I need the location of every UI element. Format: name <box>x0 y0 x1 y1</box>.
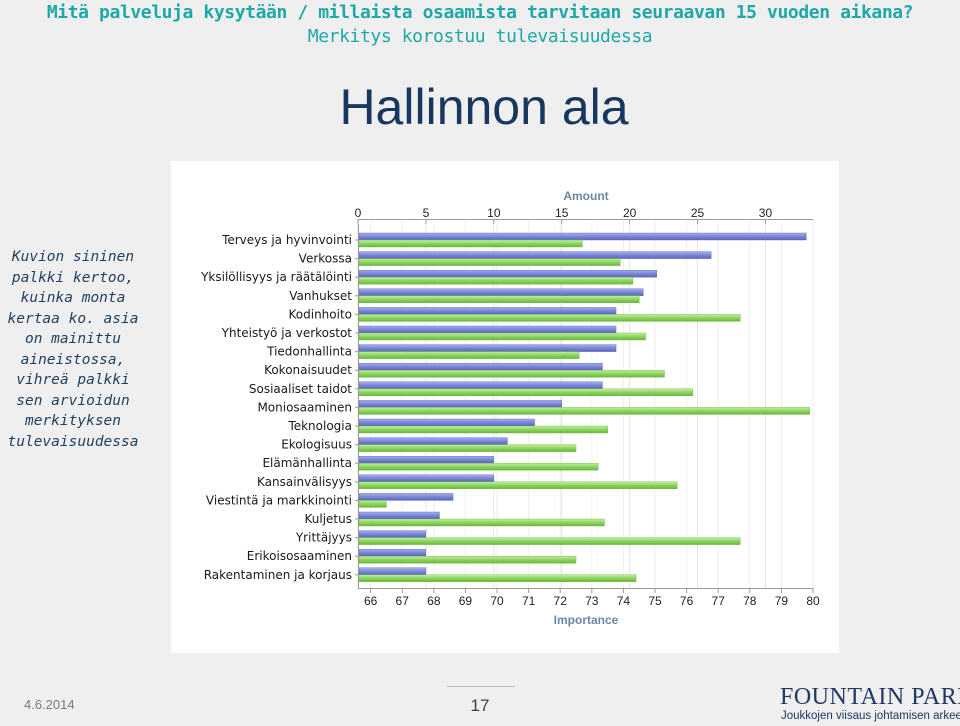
logo-name: FOUNTAIN PARK <box>780 684 960 710</box>
importance-bar <box>358 537 741 545</box>
bottom-axis-tick-label: 68 <box>427 594 441 608</box>
top-axis-tick-label: 25 <box>691 206 705 220</box>
chart-bars <box>358 232 811 582</box>
category-label: Erikoisosaaminen <box>247 549 352 563</box>
category-label: Yhteistyö ja verkostot <box>221 326 353 340</box>
bottom-axis-tick-label: 72 <box>554 594 568 608</box>
category-label: Viestintä ja markkinointi <box>206 493 352 507</box>
page-number: 17 <box>470 696 490 715</box>
page-number-divider <box>447 686 515 687</box>
bottom-axis-tick-label: 79 <box>775 594 789 608</box>
top-axis-tick-label: 5 <box>423 206 430 220</box>
category-label: Vanhukset <box>289 289 352 303</box>
amount-bar <box>358 232 807 241</box>
top-axis-title: Amount <box>563 189 608 203</box>
importance-bar <box>358 425 608 434</box>
amount-bar <box>358 269 658 278</box>
amount-bar <box>358 362 603 371</box>
importance-bar <box>358 276 634 285</box>
bottom-axis-tick-label: 70 <box>490 594 504 608</box>
category-label: Kansainvälisyys <box>257 475 352 489</box>
category-label: Yrittäjyys <box>295 531 352 545</box>
amount-bar <box>358 381 603 390</box>
bottom-axis-tick-label: 71 <box>522 594 536 608</box>
amount-bar <box>358 251 712 259</box>
bottom-axis-tick-label: 67 <box>396 594 410 608</box>
importance-bar <box>358 463 599 471</box>
page-title: Hallinnon ala <box>339 79 629 135</box>
importance-bar <box>358 556 577 564</box>
chart-category-labels: Terveys ja hyvinvointi Verkossa Yksilöllis… <box>200 233 352 582</box>
top-axis-tick-label: 0 <box>355 206 362 220</box>
amount-bar <box>358 456 495 464</box>
category-label: Tiedonhallinta <box>266 345 352 359</box>
importance-bar <box>358 518 605 527</box>
amount-bar <box>358 325 617 334</box>
importance-bar <box>358 258 621 266</box>
amount-bar <box>358 474 495 482</box>
category-label: Yksilöllisyys ja räätälöinti <box>200 270 352 284</box>
category-label: Rakentaminen ja korjaus <box>204 568 352 582</box>
amount-bar <box>358 437 508 445</box>
importance-bar <box>358 332 646 341</box>
header-question: Mitä palveluja kysytään / millaista osaa… <box>46 2 914 23</box>
chart-panel: Amount 0 5 10 15 20 25 30 66 67 68 69 70 71 72 73 74 75 76… <box>171 161 839 653</box>
amount-bar <box>358 344 617 352</box>
top-axis-tick-label: 15 <box>555 206 569 220</box>
bottom-axis-tick-label: 66 <box>364 594 378 608</box>
amount-bar <box>358 530 427 538</box>
category-label: Kokonaisuudet <box>264 363 352 377</box>
bottom-axis-tick-label: 73 <box>585 594 599 608</box>
importance-bar <box>358 314 741 322</box>
category-label: Verkossa <box>299 252 352 266</box>
category-label: Moniosaaminen <box>257 400 352 414</box>
importance-bar <box>358 500 387 508</box>
importance-bar <box>358 295 640 304</box>
importance-bar <box>358 369 665 378</box>
amount-bar <box>358 567 427 575</box>
category-label: Kuljetus <box>305 512 353 526</box>
footer-date: 4.6.2014 <box>24 697 75 712</box>
amount-bar <box>358 418 535 427</box>
bottom-axis-title: Importance <box>554 613 619 627</box>
importance-bar <box>358 444 577 452</box>
importance-bar <box>358 388 694 397</box>
bottom-axis-tick-label: 75 <box>648 594 662 608</box>
amount-bar <box>358 549 427 557</box>
logo-tagline: Joukkojen viisaus johtamisen arkeen <box>781 710 960 722</box>
category-label: Teknologia <box>287 419 352 433</box>
amount-bar <box>358 400 562 408</box>
bottom-axis-tick-label: 80 <box>806 594 820 608</box>
category-label: Kodinhoito <box>289 307 353 321</box>
amount-bar <box>358 307 617 315</box>
header-subtitle: Merkitys korostuu tulevaisuudessa <box>307 26 653 47</box>
amount-bar <box>358 493 454 501</box>
bottom-axis-tick-label: 76 <box>680 594 694 608</box>
category-label: Ekologisuus <box>281 438 352 452</box>
bottom-axis-tick-label: 69 <box>459 594 473 608</box>
importance-bar <box>358 481 678 489</box>
importance-bar <box>358 239 583 248</box>
importance-bar <box>358 407 811 415</box>
chart-axes: Amount 0 5 10 15 20 25 30 66 67 68 69 70 71 72 73 74 75 76… <box>355 189 820 627</box>
category-label: Elämänhallinta <box>262 456 352 470</box>
bottom-axis-tick-label: 77 <box>712 594 726 608</box>
amount-bar <box>358 288 644 297</box>
category-label: Terveys ja hyvinvointi <box>221 233 352 247</box>
bottom-axis-tick-label: 78 <box>743 594 757 608</box>
category-label: Sosiaaliset taidot <box>249 382 352 396</box>
chart-explanation-note: Kuvion sininen palkki kertoo, kuinka mon… <box>7 249 139 450</box>
bottom-axis-tick-label: 74 <box>617 594 631 608</box>
fountain-park-logo: FOUNTAIN PARK Joukkojen viisaus johtamis… <box>780 684 960 724</box>
bar-chart: Amount 0 5 10 15 20 25 30 66 67 68 69 70 71 72 73 74 75 76… <box>200 189 820 627</box>
top-axis-tick-label: 30 <box>759 206 773 220</box>
importance-bar <box>358 574 637 582</box>
top-axis-tick-label: 20 <box>623 206 637 220</box>
importance-bar <box>358 351 580 359</box>
top-axis-tick-label: 10 <box>487 206 501 220</box>
amount-bar <box>358 511 440 520</box>
